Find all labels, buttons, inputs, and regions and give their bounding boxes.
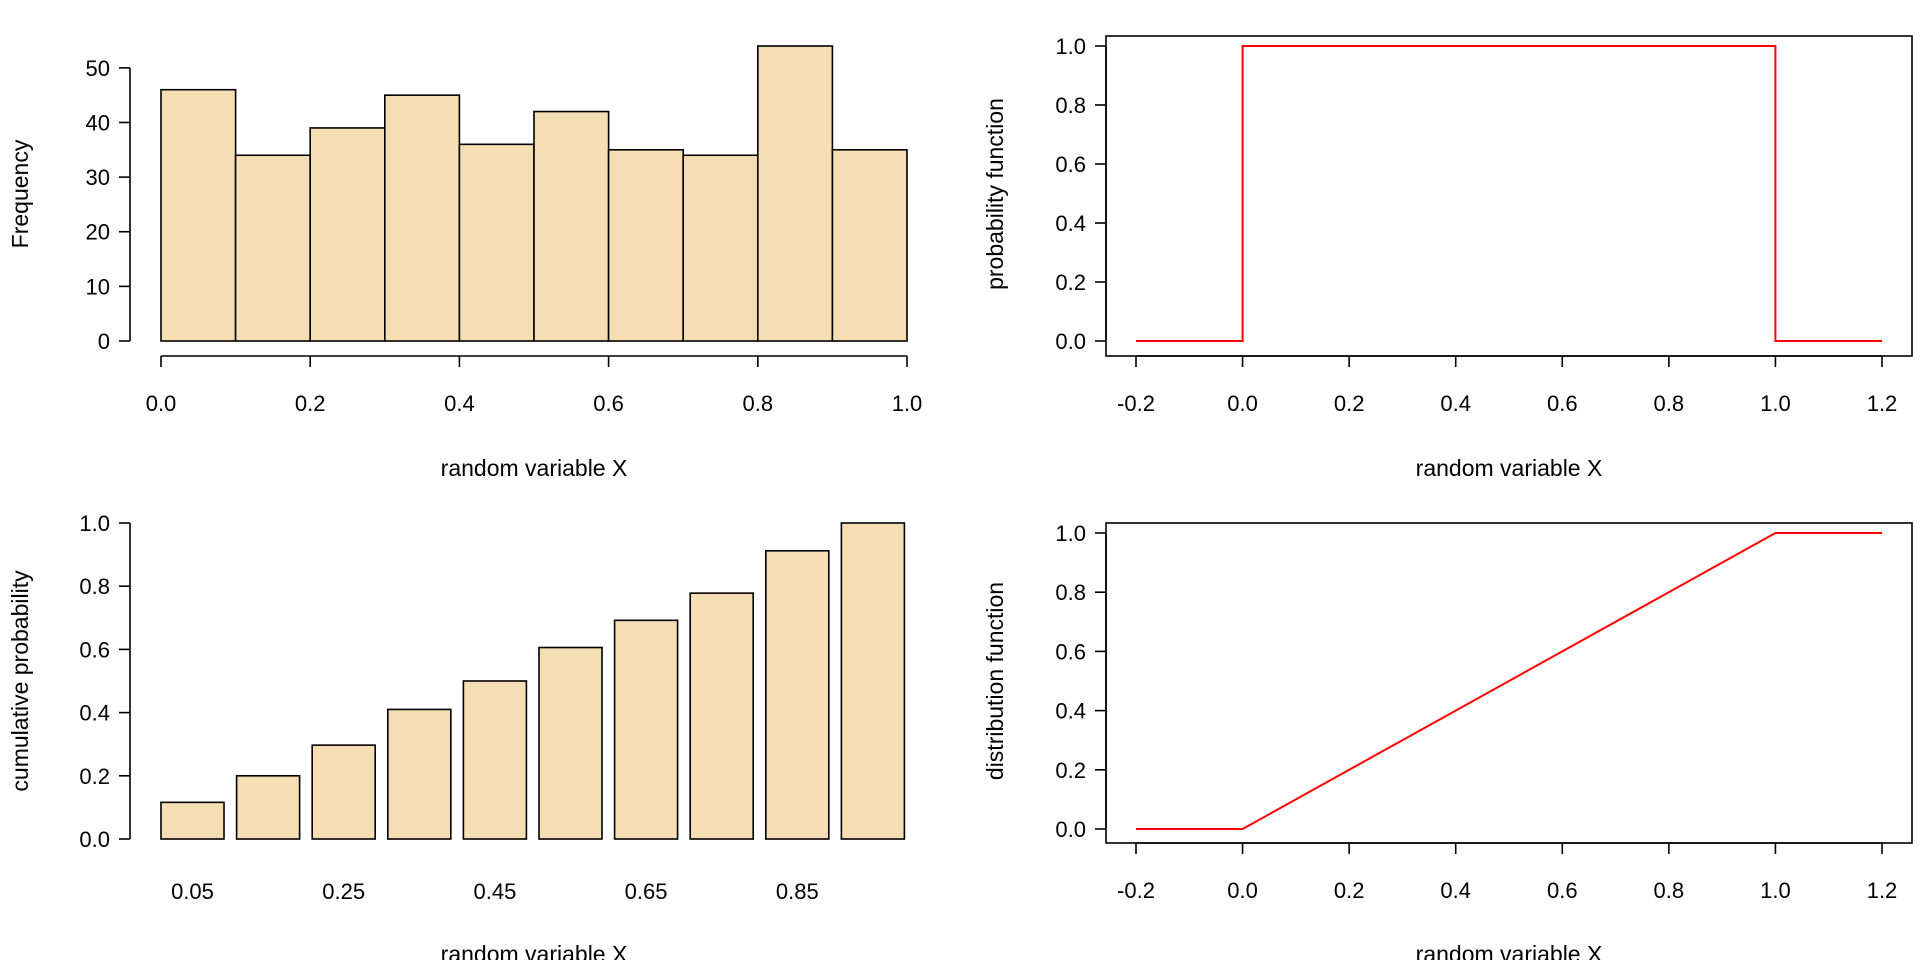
cumulative-bar — [538, 646, 603, 840]
y-axis-title: probability function — [982, 98, 1008, 290]
x-tick-label: 1.0 — [1760, 391, 1791, 416]
x-axis-title: random variable X — [441, 455, 628, 481]
y-tick-label: 1.0 — [1055, 521, 1086, 546]
y-tick-label: 0.8 — [1055, 93, 1086, 118]
x-tick-label: 0.0 — [1227, 878, 1258, 903]
x-tick-label: 1.2 — [1867, 878, 1898, 903]
distribution-function-panel: 0.0 0.2 0.4 0.6 0.8 1.0 -0.2 0.0 0.2 0.4 0.6 0.8 1.0… — [982, 521, 1913, 960]
x-tick-label: -0.2 — [1117, 391, 1155, 416]
cumulative-bar — [613, 619, 679, 840]
y-tick-label: 0.2 — [1055, 270, 1086, 295]
y-tick-label: 50 — [86, 56, 110, 81]
y-tick-label: 0.8 — [79, 574, 110, 599]
x-tick-label: 1.2 — [1867, 391, 1898, 416]
histogram-bar — [756, 45, 834, 342]
x-tick-label: -0.2 — [1117, 878, 1155, 903]
histogram-bar — [383, 94, 461, 342]
x-tick-label: 1.0 — [892, 391, 923, 416]
x-tick-label: 0.6 — [1547, 878, 1578, 903]
histogram-bar — [607, 148, 684, 342]
x-tick-label: 0.4 — [444, 391, 475, 416]
plot-frame — [1105, 522, 1913, 844]
cumulative-probability-panel: 0.0 0.2 0.4 0.6 0.8 1.0 0.05 0.25 0.45 0.65 0.85 cu… — [7, 511, 906, 960]
histogram-bar — [831, 148, 908, 342]
cumulative-bar — [235, 774, 301, 840]
x-tick-label: 0.2 — [1334, 391, 1365, 416]
y-axis-title: Frequency — [7, 139, 33, 248]
histogram-bar — [160, 88, 237, 342]
x-axis-title: random variable X — [1416, 455, 1603, 481]
x-tick-label: 0.8 — [743, 391, 774, 416]
x-tick-label: 0.4 — [1440, 878, 1471, 903]
y-tick-label: 0 — [98, 329, 110, 354]
histogram-bar — [458, 143, 535, 342]
cumulative-bar — [311, 744, 377, 840]
cumulative-bar — [764, 550, 830, 840]
y-tick-label: 0.6 — [1055, 152, 1086, 177]
y-tick-label: 10 — [86, 274, 110, 299]
x-tick-label: 0.0 — [1227, 391, 1258, 416]
y-tick-label: 1.0 — [79, 511, 110, 536]
x-tick-label: 0.6 — [593, 391, 624, 416]
histogram-panel: 0 10 20 30 40 50 0.0 0.2 0.4 0.6 0.8 1.0 Frequency ra… — [7, 45, 923, 481]
x-tick-label: 0.2 — [1334, 878, 1365, 903]
x-axis-title: random variable X — [1416, 941, 1603, 960]
pdf-curve — [1136, 45, 1882, 342]
histogram-bar — [682, 154, 759, 342]
y-tick-label: 0.4 — [1055, 699, 1086, 724]
y-tick-label: 0.8 — [1055, 580, 1086, 605]
y-axis-title: cumulative probability — [7, 570, 33, 792]
y-tick-label: 1.0 — [1055, 34, 1086, 59]
x-category-label: 0.05 — [171, 879, 214, 904]
y-tick-label: 0.4 — [79, 701, 110, 726]
plot-frame — [1105, 35, 1913, 357]
x-tick-label: 0.8 — [1654, 391, 1685, 416]
histogram-bar — [234, 154, 312, 342]
x-category-label: 0.85 — [776, 879, 819, 904]
histogram-bar — [309, 127, 386, 342]
y-tick-label: 0.2 — [79, 764, 110, 789]
y-tick-label: 30 — [86, 165, 110, 190]
y-tick-label: 0.0 — [79, 827, 110, 852]
cumulative-bar — [160, 801, 225, 840]
y-tick-label: 40 — [86, 110, 110, 135]
cumulative-bar — [840, 522, 906, 840]
cumulative-bar — [462, 680, 528, 840]
y-axis-title: distribution function — [982, 582, 1008, 780]
cdf-curve — [1136, 532, 1882, 830]
y-tick-label: 0.0 — [1055, 329, 1086, 354]
y-tick-label: 0.4 — [1055, 211, 1086, 236]
x-category-label: 0.25 — [322, 879, 365, 904]
cumulative-bar — [689, 592, 755, 840]
x-axis-title: random variable X — [441, 941, 628, 960]
y-tick-label: 0.2 — [1055, 758, 1086, 783]
x-tick-label: 0.0 — [146, 391, 177, 416]
x-tick-label: 0.8 — [1654, 878, 1685, 903]
y-tick-label: 20 — [86, 220, 110, 245]
x-tick-label: 0.2 — [295, 391, 326, 416]
histogram-bar — [533, 110, 610, 342]
x-category-label: 0.65 — [625, 879, 668, 904]
x-category-label: 0.45 — [473, 879, 516, 904]
y-tick-label: 0.0 — [1055, 817, 1086, 842]
y-tick-label: 0.6 — [1055, 639, 1086, 664]
cumulative-bar — [386, 708, 452, 840]
x-tick-label: 0.4 — [1440, 391, 1471, 416]
y-tick-label: 0.6 — [79, 637, 110, 662]
probability-function-panel: 0.0 0.2 0.4 0.6 0.8 1.0 -0.2 0.0 0.2 0.4 0.6 0.8 1.0… — [982, 34, 1913, 481]
x-tick-label: 0.6 — [1547, 391, 1578, 416]
x-tick-label: 1.0 — [1760, 878, 1791, 903]
